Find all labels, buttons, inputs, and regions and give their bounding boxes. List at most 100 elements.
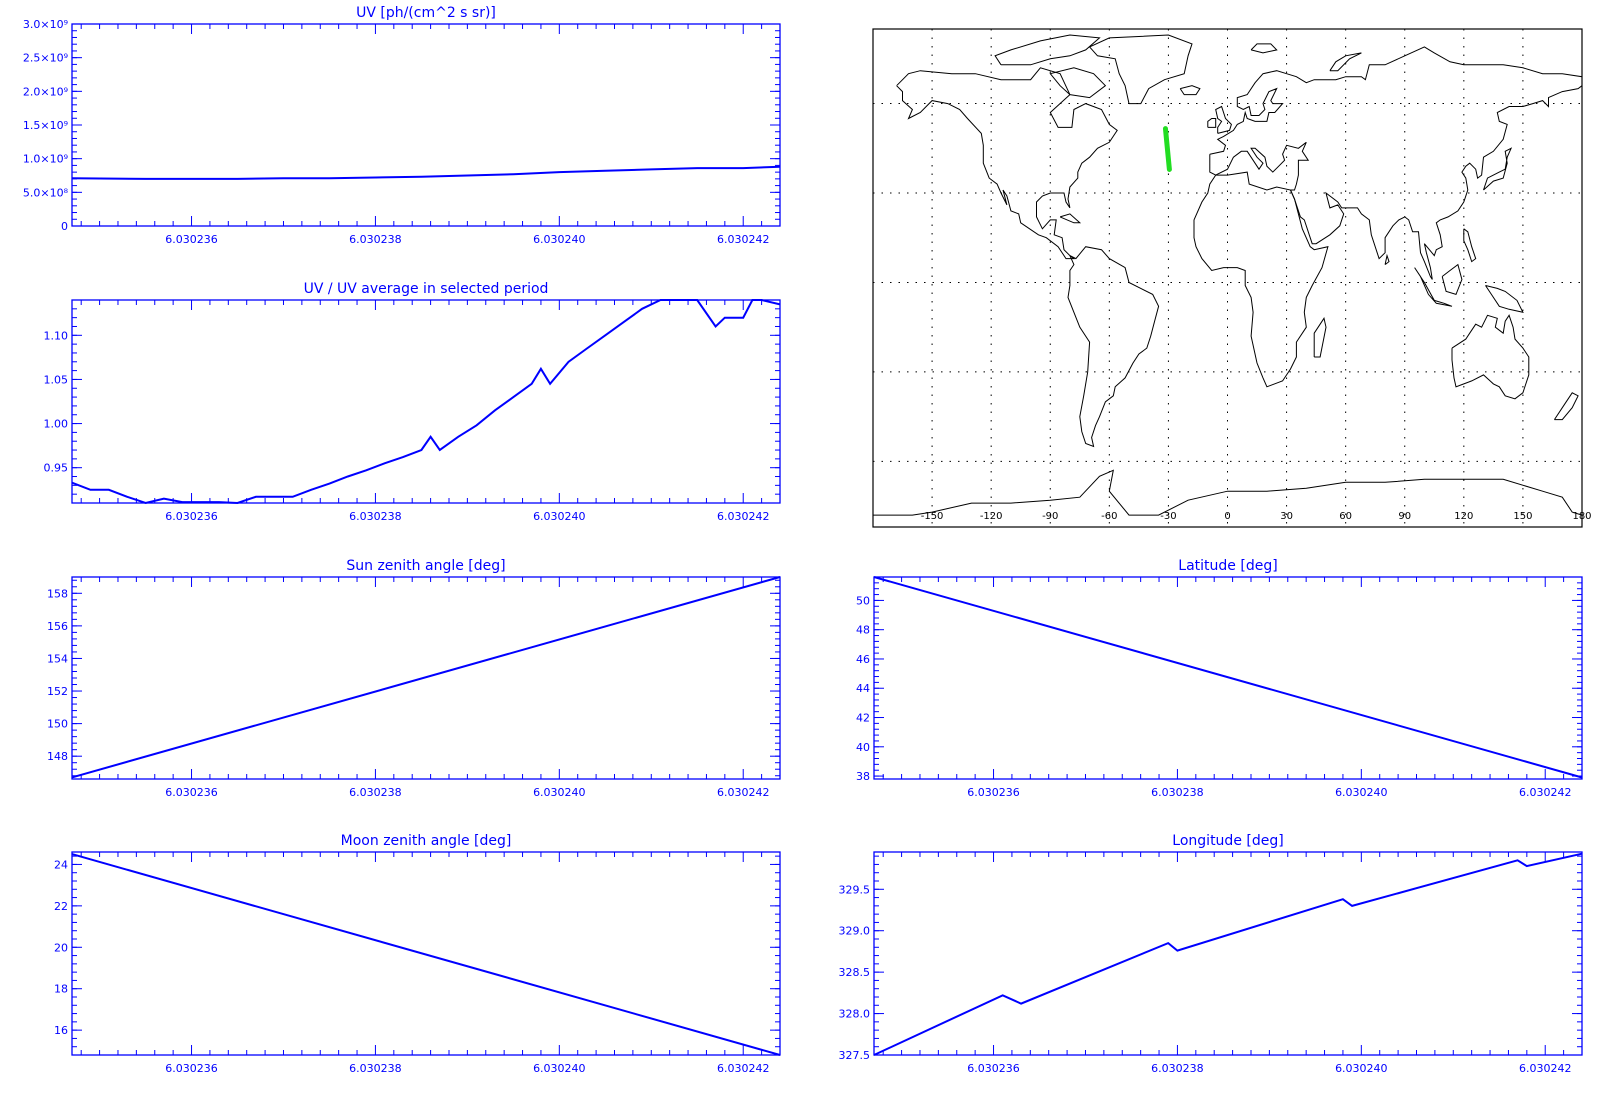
- y-tick-label: 2.0×10⁹: [23, 85, 68, 98]
- chart-panel-2: UV / UV average in selected period 6.0302…: [44, 281, 781, 523]
- x-tick-label: 6.030238: [349, 1062, 402, 1075]
- y-tick-label: 3.0×10⁹: [23, 18, 68, 31]
- world-map: -150 -120 -90 -60 -30 0 30 60 90 120 150 180: [872, 28, 1592, 528]
- y-tick-label: 1.0×10⁹: [23, 153, 68, 166]
- plot-frame: [71, 851, 781, 1056]
- coastline-sri-lanka: [1384, 253, 1390, 265]
- coastline-japan: [1483, 147, 1513, 191]
- map-lon-label: 90: [1398, 511, 1411, 522]
- plot-frame: [71, 23, 781, 227]
- x-tick-label: 6.030242: [717, 1062, 770, 1075]
- x-tick-label: 6.030240: [1335, 786, 1388, 799]
- x-tick-label: 6.030242: [717, 233, 770, 246]
- x-tick-label: 6.030238: [349, 233, 402, 246]
- y-tick-label: 22: [54, 900, 68, 913]
- y-tick-label: 1.5×10⁹: [23, 119, 68, 132]
- coastline-africa: [1193, 171, 1329, 388]
- y-tick-label: 48: [856, 624, 870, 637]
- coastline-canadian-islands-1: [994, 34, 1101, 66]
- map-lon-label: 150: [1513, 511, 1532, 522]
- x-tick-label: 6.030238: [349, 786, 402, 799]
- y-tick-label: 0.95: [44, 462, 69, 475]
- y-tick-label: 16: [54, 1024, 68, 1037]
- y-tick-label: 38: [856, 770, 870, 783]
- x-tick-label: 6.030242: [1519, 1062, 1572, 1075]
- coastline-britain: [1215, 105, 1232, 134]
- y-tick-label: 5.0×10⁸: [23, 186, 69, 199]
- y-tick-label: 20: [54, 941, 68, 954]
- x-tick-label: 6.030236: [967, 1062, 1020, 1075]
- x-tick-label: 6.030238: [1151, 786, 1204, 799]
- chart-title: UV / UV average in selected period: [304, 281, 549, 297]
- map-lon-label: 180: [1572, 511, 1591, 522]
- chart-title: Sun zenith angle [deg]: [346, 558, 505, 574]
- plot-frame: [873, 851, 1583, 1056]
- coastline-eurasia: [1209, 46, 1583, 280]
- x-tick-label: 6.030242: [1519, 786, 1572, 799]
- coastline-antarctica: [873, 469, 1583, 516]
- y-tick-label: 328.5: [839, 966, 871, 979]
- y-tick-label: 158: [47, 587, 68, 600]
- coastline-ireland: [1207, 118, 1217, 128]
- coastline-greenland: [1088, 34, 1193, 105]
- x-tick-label: 6.030240: [533, 786, 586, 799]
- coastline-svalbard: [1250, 43, 1278, 54]
- chart-panel-5: Moon zenith angle [deg] 6.030236 6.030238 6…: [54, 833, 781, 1075]
- y-tick-label: 24: [54, 858, 68, 871]
- x-tick-label: 6.030242: [717, 786, 770, 799]
- y-tick-label: 1.00: [44, 418, 69, 431]
- x-tick-label: 6.030236: [165, 510, 218, 523]
- x-tick-label: 6.030240: [533, 1062, 586, 1075]
- y-tick-label: 154: [47, 652, 68, 665]
- x-tick-label: 6.030240: [533, 510, 586, 523]
- y-tick-label: 152: [47, 685, 68, 698]
- x-tick-label: 6.030236: [165, 1062, 218, 1075]
- x-tick-label: 6.030242: [717, 510, 770, 523]
- chart-title: Latitude [deg]: [1178, 558, 1277, 574]
- y-tick-label: 329.0: [839, 925, 871, 938]
- map-lon-label: -60: [1101, 511, 1117, 522]
- coastline-cuba: [1059, 213, 1082, 224]
- y-tick-label: 150: [47, 718, 68, 731]
- series-line: [71, 165, 781, 180]
- y-tick-label: 42: [856, 712, 870, 725]
- y-tick-label: 329.5: [839, 883, 871, 896]
- map-frame: [872, 28, 1583, 528]
- map-lon-label: -120: [980, 511, 1003, 522]
- map-lon-label: 0: [1224, 511, 1230, 522]
- series-line: [873, 852, 1583, 1056]
- y-tick-label: 328.0: [839, 1008, 871, 1021]
- y-tick-label: 0: [61, 220, 68, 233]
- coastline-borneo: [1441, 263, 1463, 296]
- chart-panel-3: Sun zenith angle [deg] 6.030236 6.030238 6.…: [47, 558, 781, 799]
- series-line: [873, 576, 1583, 779]
- plot-frame: [873, 576, 1583, 780]
- chart-panel-6: Longitude [deg] 6.030236 6.030238 6.030240 6…: [839, 833, 1583, 1075]
- y-tick-label: 18: [54, 983, 68, 996]
- chart-title: Moon zenith angle [deg]: [341, 833, 512, 849]
- series-line: [71, 299, 781, 505]
- map-lon-label: 120: [1454, 511, 1473, 522]
- x-tick-label: 6.030238: [349, 510, 402, 523]
- map-lon-label: -90: [1042, 511, 1058, 522]
- chart-panel-1: UV [ph/(cm^2 s sr)] 6.030236 6.030238 6.030…: [23, 5, 781, 246]
- x-tick-label: 6.030238: [1151, 1062, 1204, 1075]
- y-tick-label: 40: [856, 741, 870, 754]
- series-line: [71, 853, 781, 1056]
- y-tick-label: 44: [856, 682, 870, 695]
- y-tick-label: 50: [856, 594, 870, 607]
- x-tick-label: 6.030236: [165, 233, 218, 246]
- series-line: [71, 576, 781, 779]
- y-tick-label: 1.10: [44, 329, 69, 342]
- coastline-north-america: [896, 67, 1118, 260]
- x-tick-label: 6.030236: [967, 786, 1020, 799]
- map-lon-label: 30: [1280, 511, 1293, 522]
- map-lon-label: -150: [921, 511, 944, 522]
- chart-panel-4: Latitude [deg] 6.030236 6.030238 6.030240 6.…: [856, 558, 1583, 799]
- coastline-south-america: [1067, 246, 1160, 448]
- coastline-baffin: [1049, 67, 1107, 99]
- y-tick-label: 327.5: [839, 1049, 871, 1062]
- y-tick-label: 1.05: [44, 373, 69, 386]
- x-tick-label: 6.030240: [533, 233, 586, 246]
